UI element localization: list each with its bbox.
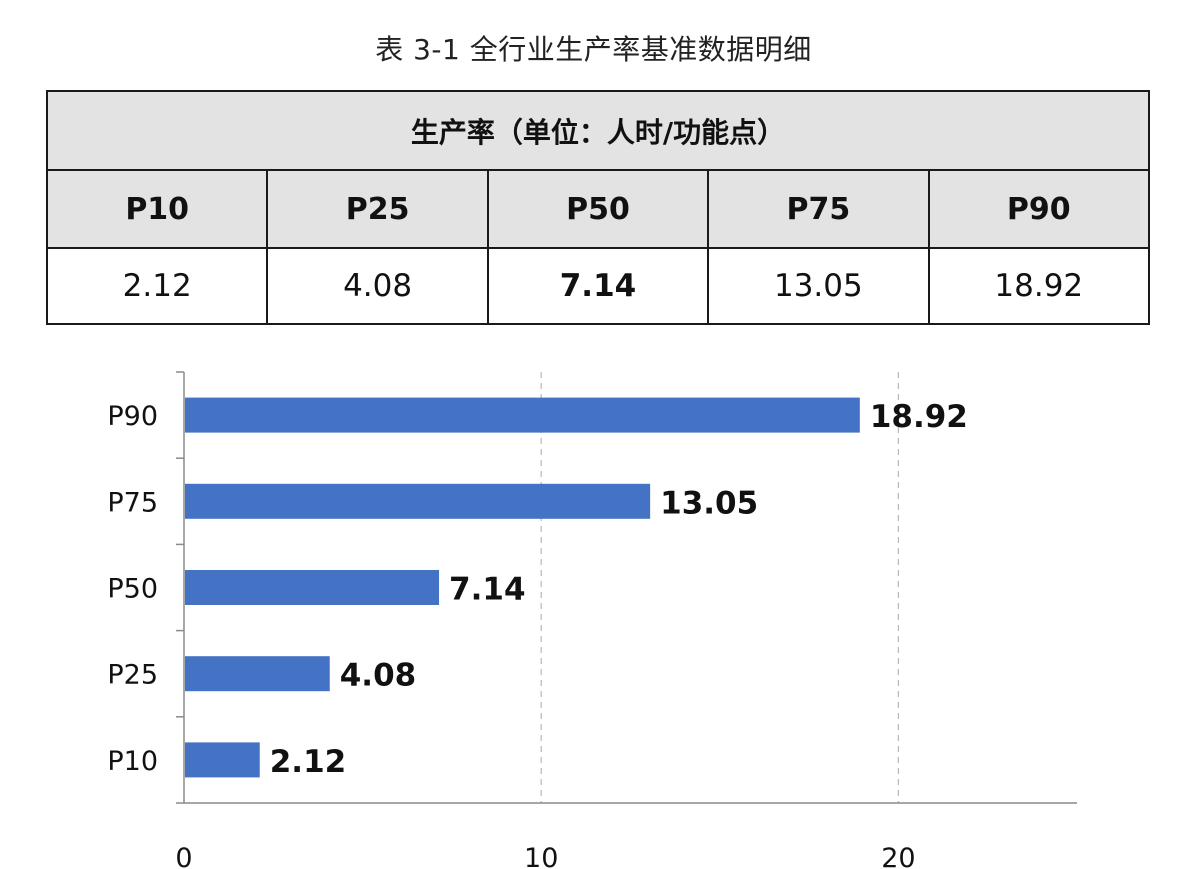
x-tick-label-20: 20: [881, 843, 915, 869]
data-label-p50: 7.14: [449, 572, 525, 608]
column-header-p90: P90: [927, 169, 1151, 249]
y-category-label-p75: P75: [107, 487, 158, 518]
data-label-p10: 2.12: [270, 744, 347, 780]
bar-p50: [185, 570, 440, 605]
column-header-p10: P10: [45, 169, 269, 249]
benchmark-table: 生产率（单位：人时/功能点） P10 P25 P50 P75 P90 2.12 …: [45, 90, 1151, 325]
x-tick-label-0: 0: [175, 843, 192, 869]
value-cell-p10: 2.12: [45, 247, 269, 325]
productivity-bar-chart: 0 10 20 P10 2.12 P25 4.08 P50 7.14 P75 13.05 P90 18.…: [107, 371, 1077, 869]
bar-p25: [185, 656, 330, 692]
data-label-p90: 18.92: [870, 399, 968, 435]
value-cell-p50: 7.14: [486, 247, 710, 325]
value-cell-p75: 13.05: [707, 247, 930, 325]
bar-p10: [185, 742, 260, 778]
value-cell-p25: 4.08: [266, 247, 489, 325]
data-label-p75: 13.05: [660, 485, 758, 521]
y-category-label-p25: P25: [107, 660, 158, 691]
column-header-p75: P75: [707, 169, 930, 249]
y-category-label-p90: P90: [107, 401, 158, 432]
value-cell-p90: 18.92: [927, 247, 1151, 325]
column-header-p50: P50: [486, 169, 710, 249]
y-category-label-p50: P50: [107, 574, 158, 605]
column-header-p25: P25: [266, 169, 489, 249]
data-label-p25: 4.08: [340, 658, 417, 694]
bar-p75: [185, 483, 651, 519]
group-header: 生产率（单位：人时/功能点）: [46, 90, 1150, 171]
bar-p90: [185, 397, 860, 433]
y-category-label-p10: P10: [107, 746, 158, 777]
x-tick-label-10: 10: [524, 843, 558, 869]
table-caption: 表 3-1 全行业生产率基准数据明细: [375, 33, 812, 66]
